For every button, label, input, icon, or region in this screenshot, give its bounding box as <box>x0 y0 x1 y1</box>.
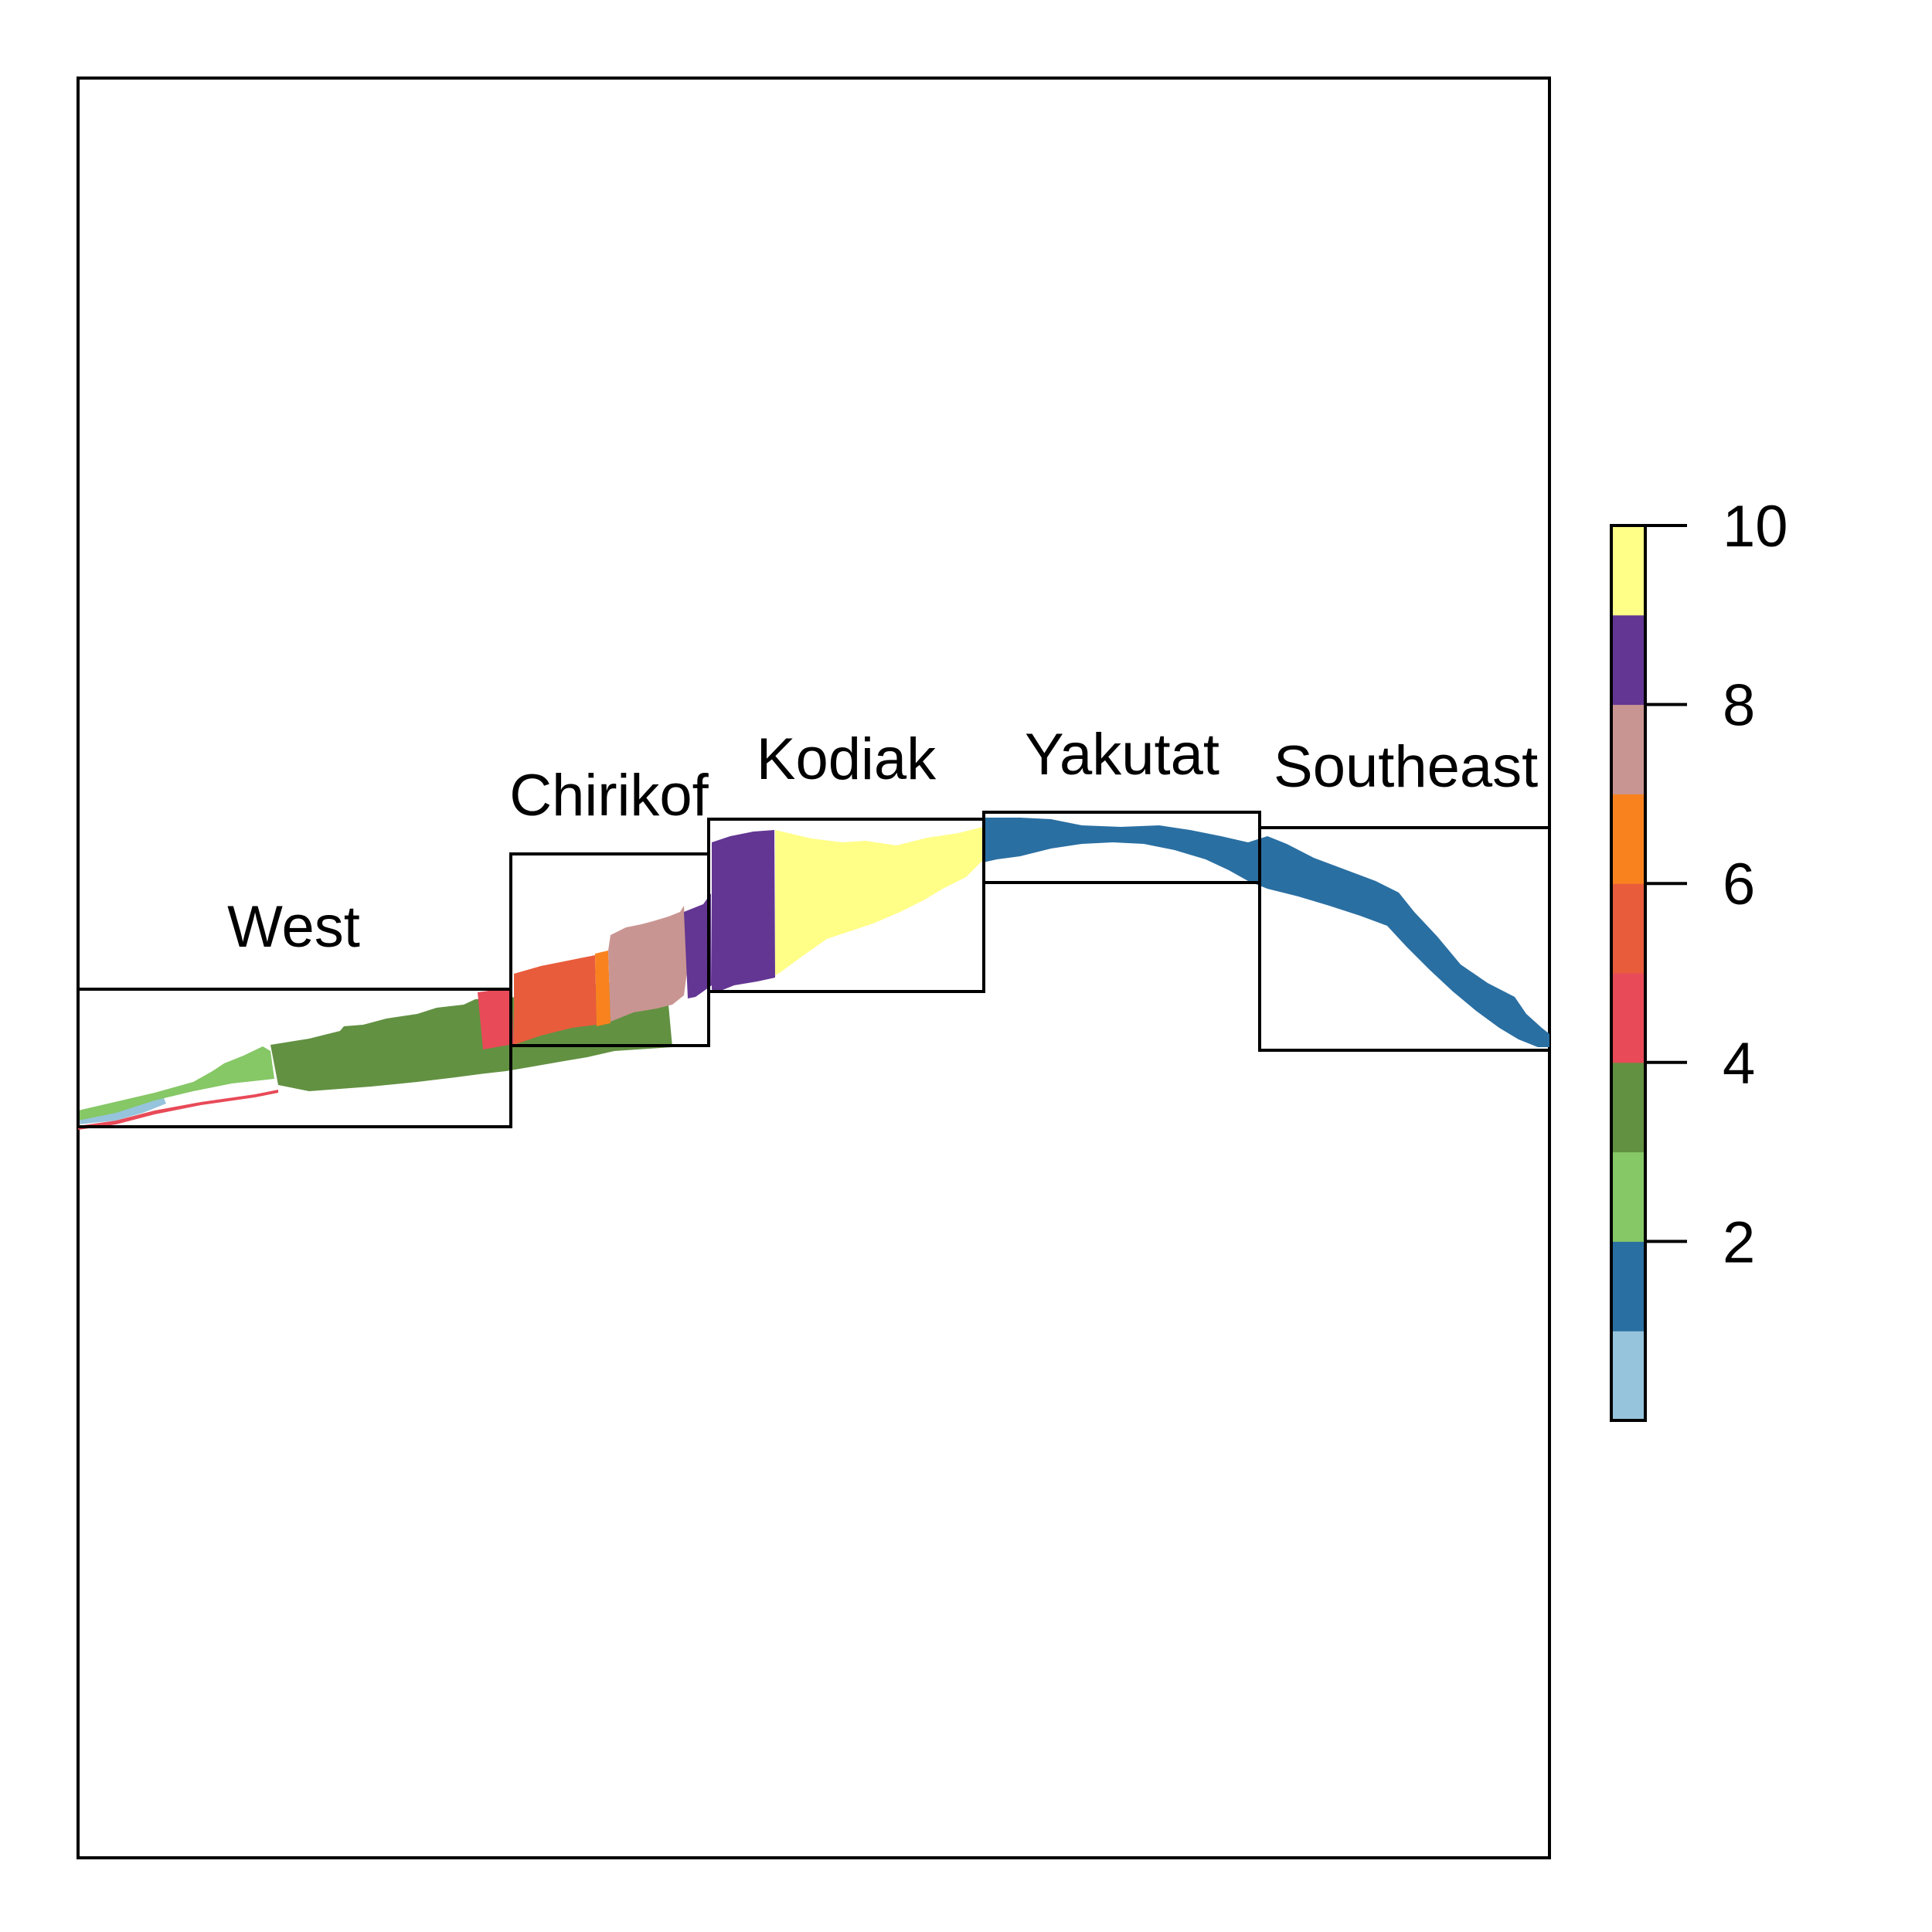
region-label-southeast: Southeast <box>1274 734 1538 800</box>
legend-bar-frame <box>1610 524 1647 1422</box>
region-box-southeast <box>1258 826 1549 1052</box>
region-label-yakutat: Yakutat <box>1025 722 1219 787</box>
strata-kodiak <box>712 827 985 993</box>
strata-east <box>983 818 1549 1047</box>
stratum-value-5 <box>478 988 514 1049</box>
region-label-chirikof: Chirikof <box>509 763 709 828</box>
legend-swatch-1 <box>1611 1331 1645 1421</box>
legend-tick-label-6: 6 <box>1723 852 1755 917</box>
plot-frame <box>77 77 1551 1859</box>
legend-tick-label-10: 10 <box>1723 494 1788 560</box>
strata-chirikof <box>514 893 712 1045</box>
region-box-west <box>77 988 512 1128</box>
legend-tick-label-2: 2 <box>1723 1209 1755 1275</box>
region-label-kodiak: Kodiak <box>757 726 937 792</box>
legend-swatch-6 <box>1611 883 1645 974</box>
stratum-value-3 <box>78 1046 274 1121</box>
legend-tick-label-4: 4 <box>1723 1031 1755 1097</box>
stratum-value-9-chirikof <box>684 893 712 998</box>
color-legend: 2 4 6 8 10 <box>1610 494 1788 1422</box>
stratum-value-9 <box>712 830 775 993</box>
stratum-value-10 <box>775 827 985 975</box>
stratum-value-2 <box>983 818 1549 1047</box>
label-clip: Yakutat Southeast <box>1025 722 1538 800</box>
legend-swatch-7 <box>1611 794 1645 884</box>
legend-swatch-2 <box>1611 1241 1645 1332</box>
legend-swatch-4 <box>1611 1062 1645 1153</box>
region-box-kodiak <box>707 818 985 993</box>
legend-swatch-3 <box>1611 1151 1645 1242</box>
region-boxes <box>77 811 1549 1128</box>
stratum-value-8 <box>608 906 688 1022</box>
legend-swatch-9 <box>1611 614 1645 706</box>
stratum-value-6 <box>514 955 597 1045</box>
legend-swatch-5 <box>1611 973 1645 1063</box>
stratum-edge-red <box>78 1090 278 1130</box>
region-label-west: West <box>227 894 360 960</box>
legend-tick-label-8: 8 <box>1723 673 1755 739</box>
legend-swatch-8 <box>1611 704 1645 794</box>
stratum-value-7 <box>595 951 611 1026</box>
legend-swatch-10 <box>1611 526 1645 616</box>
